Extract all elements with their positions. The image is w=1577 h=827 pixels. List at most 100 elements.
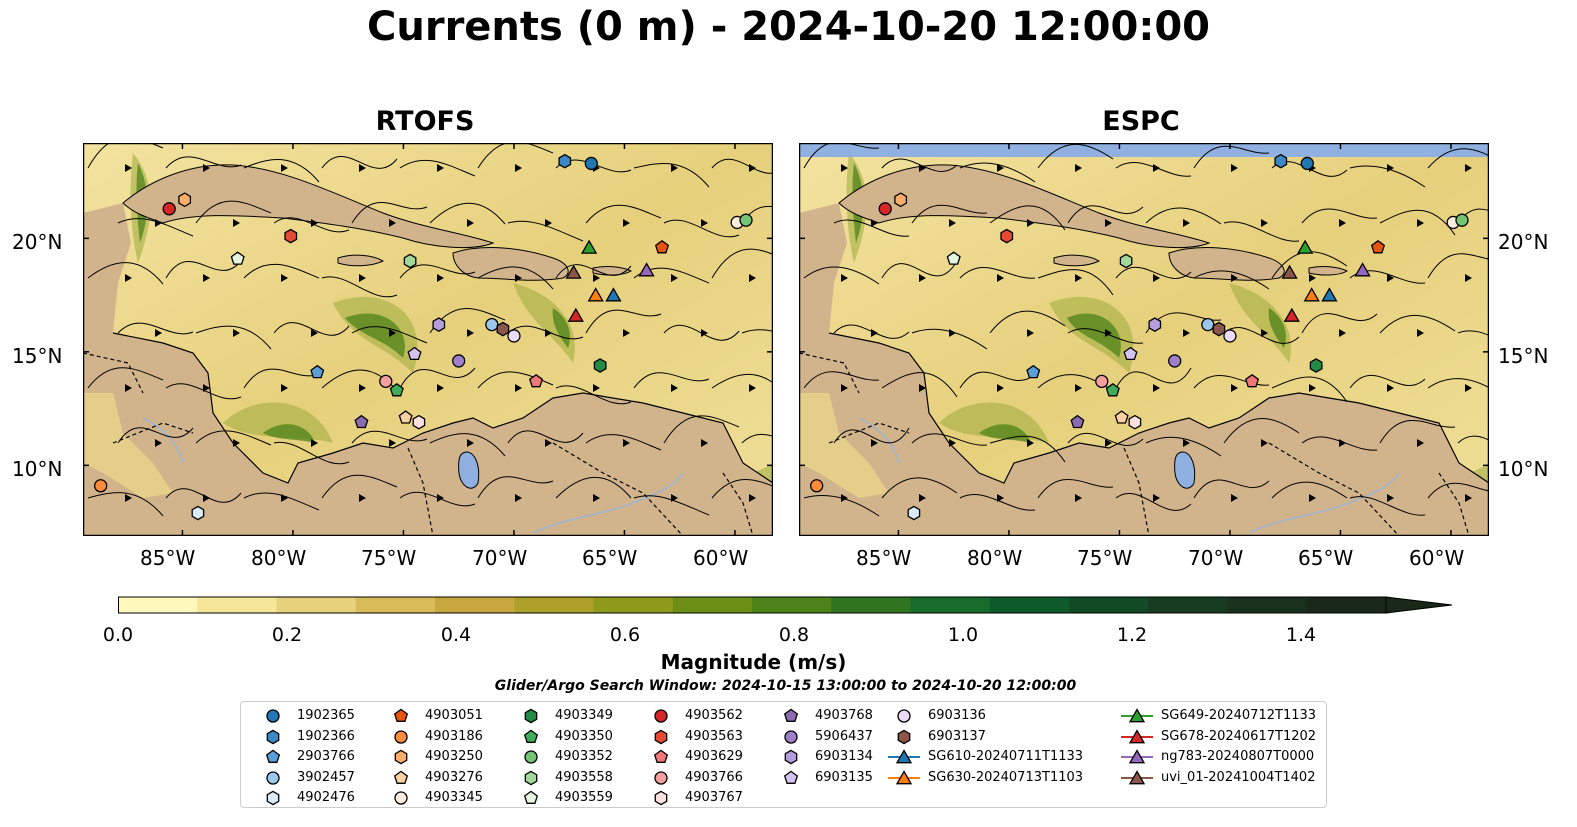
legend-label: 4903562 (685, 708, 743, 723)
argo-marker (230, 251, 245, 265)
legend-label: 6903135 (815, 769, 873, 785)
legend-label: ng783-20240807T0000 (1161, 749, 1315, 764)
argo-marker (1119, 253, 1133, 269)
argo-marker (94, 479, 108, 493)
colorbar (118, 596, 1453, 614)
argo-marker (1309, 358, 1323, 373)
legend-label: 4903186 (425, 728, 483, 744)
argo-marker (558, 153, 572, 169)
legend-label: 4903558 (555, 769, 613, 785)
argo-marker (1223, 329, 1237, 343)
colorbar-tick: 1.0 (947, 624, 979, 646)
legend-label: SG610-20240711T1133 (928, 749, 1084, 764)
argo-marker (403, 253, 417, 269)
argo-marker (1123, 346, 1138, 361)
colorbar-label: Magnitude (m/s) (660, 650, 847, 674)
argo-marker (178, 192, 192, 208)
panel-title-rtofs: RTOFS (375, 106, 475, 137)
argo-marker (1128, 414, 1142, 430)
colorbar-segment (831, 597, 911, 613)
argo-marker (507, 329, 521, 343)
argo-marker (407, 346, 422, 361)
argo-marker (1148, 317, 1162, 332)
colorbar-segment (989, 597, 1070, 613)
lon-label-70w: 70°W (472, 546, 528, 570)
legend-label: 6903137 (928, 728, 986, 744)
argo-marker (379, 374, 393, 389)
legend-label: 3902457 (297, 769, 355, 785)
lon-label-65w: 65°W (582, 546, 638, 570)
argo-marker (654, 239, 670, 254)
legend-label: 4903276 (425, 769, 483, 785)
glider-marker (565, 264, 582, 279)
colorbar-segment (672, 597, 753, 613)
lon-label-60w-right: 60°W (1409, 546, 1465, 570)
glider-marker (605, 287, 622, 302)
colorbar-tick: 1.4 (1285, 624, 1317, 646)
glider-marker (1303, 287, 1320, 302)
legend-label: 5906437 (815, 728, 873, 744)
lon-label-80w: 80°W (251, 546, 307, 570)
argo-marker (310, 364, 325, 379)
legend: 1902365 1902366 2903766 3902457 4902476 49030… (240, 701, 1327, 808)
legend-label: 4903051 (425, 708, 483, 723)
lat-label-20n-right: 20°N (1498, 230, 1549, 254)
colorbar-segment (355, 597, 436, 613)
colorbar-segment (1227, 597, 1308, 613)
lon-label-75w: 75°W (361, 546, 417, 570)
colorbar-tick: 0.6 (609, 624, 641, 646)
legend-label: 6903136 (928, 708, 986, 723)
argo-marker (1026, 364, 1041, 379)
argo-marker (894, 192, 908, 208)
lon-label-75w-right: 75°W (1077, 546, 1133, 570)
lon-label-60w: 60°W (693, 546, 749, 570)
argo-marker (452, 354, 466, 368)
argo-marker (1105, 382, 1120, 397)
colorbar-tick: 0.8 (778, 624, 810, 646)
legend-label: 1902366 (297, 728, 355, 744)
lat-label-15n-right: 15°N (1498, 344, 1549, 368)
lon-label-85w: 85°W (140, 546, 196, 570)
argo-marker (1245, 373, 1260, 388)
glider-marker (1321, 287, 1338, 302)
argo-marker (1212, 321, 1226, 337)
legend-label: 4903350 (555, 728, 613, 744)
argo-marker (1000, 228, 1014, 244)
colorbar-segment (118, 597, 198, 613)
lat-label-15n: 15°N (12, 344, 63, 368)
argo-marker (485, 317, 499, 332)
glider-marker (580, 239, 598, 254)
argo-marker (878, 202, 892, 216)
lon-label-70w-right: 70°W (1188, 546, 1244, 570)
colorbar-segment (1069, 597, 1149, 613)
colorbar-tick: 1.2 (1116, 624, 1148, 646)
argo-marker (946, 251, 961, 265)
colorbar-extend-arrow (1385, 596, 1453, 614)
legend-label: SG630-20240713T1103 (928, 769, 1084, 785)
legend-label: 4903767 (685, 790, 743, 805)
glider-marker (567, 307, 584, 322)
legend-label: uvi_01-20241004T1402 (1161, 769, 1316, 785)
colorbar-segment (593, 597, 674, 613)
argo-marker (162, 202, 176, 216)
colorbar-tick: 0.4 (440, 624, 472, 646)
map-panel-rtofs (83, 143, 773, 536)
legend-label: 4903345 (425, 790, 483, 805)
colorbar-segment (276, 597, 357, 613)
lon-label-85w-right: 85°W (856, 546, 912, 570)
colorbar-segment (1148, 597, 1228, 613)
legend-label: 1902365 (297, 708, 355, 723)
lat-label-10n: 10°N (12, 457, 63, 481)
legend-label: 4903559 (555, 790, 613, 805)
argo-marker (496, 321, 510, 337)
colorbar-segment (197, 597, 277, 613)
colorbar-tick: 0.2 (271, 624, 303, 646)
argo-marker (1201, 317, 1215, 332)
colorbar-segment (1306, 597, 1387, 613)
legend-label: 4903250 (425, 749, 483, 764)
lon-label-65w-right: 65°W (1298, 546, 1354, 570)
lat-label-10n-right: 10°N (1498, 457, 1549, 481)
legend-label: 4903629 (685, 749, 743, 764)
lat-label-20n: 20°N (12, 230, 63, 254)
argo-marker (398, 410, 413, 424)
